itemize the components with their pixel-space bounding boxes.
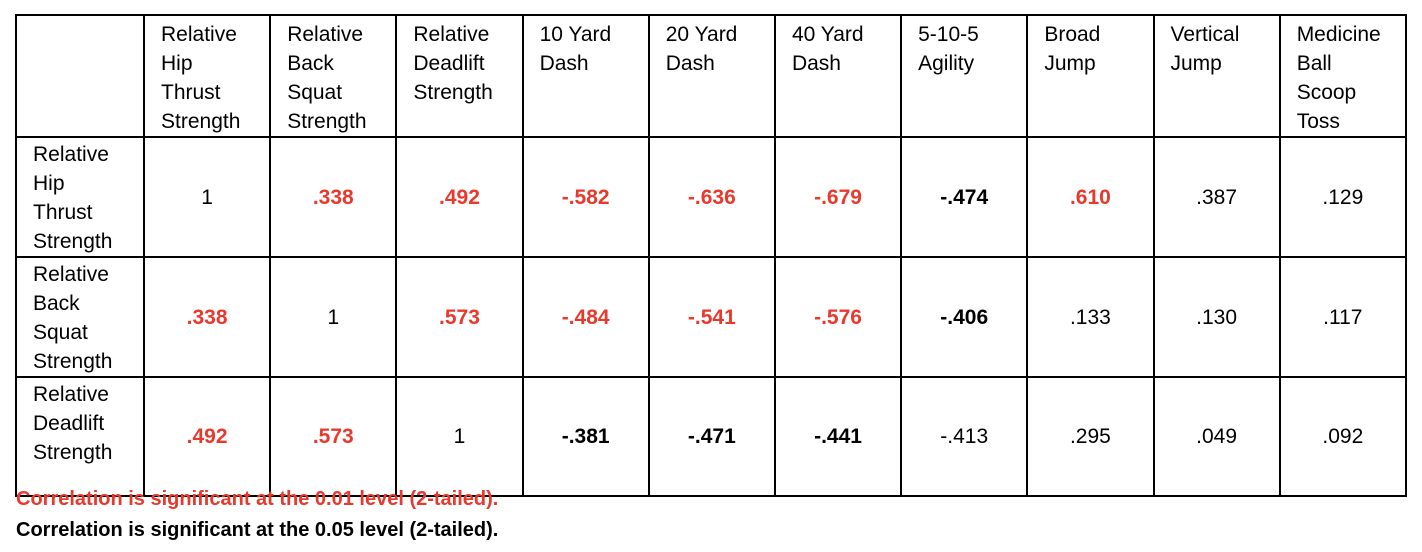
text-line: Relative <box>287 23 364 46</box>
text-line: 40 Yard <box>791 23 864 46</box>
cell: -.582 <box>521 136 650 258</box>
text-line: Deadlift <box>413 52 485 75</box>
cell: -.484 <box>521 256 650 378</box>
text-line: 10 Yard <box>539 23 612 46</box>
text-line: Dash <box>665 52 715 75</box>
cell: .092 <box>1278 376 1408 497</box>
text-line: Ball <box>1296 52 1332 75</box>
text-line: Thrust <box>33 201 93 224</box>
text-line: Dash <box>539 52 589 75</box>
text-line: Squat <box>287 81 343 104</box>
text-line: Hip <box>33 172 65 195</box>
text-line: Strength <box>413 81 493 104</box>
text-line: Relative <box>33 143 109 166</box>
cell: -.679 <box>773 136 903 258</box>
cell: .133 <box>1026 256 1155 378</box>
cell: .610 <box>1026 136 1155 258</box>
data-row: Relative Deadlift Strength .492.573 1 -.381 -.… <box>15 376 1408 497</box>
cell: .129 <box>1278 136 1408 258</box>
data-row: Relative Hip Thrust Strength 1.338.492 -.582-… <box>15 136 1408 258</box>
text-line: Squat <box>33 321 88 344</box>
text-line: 5-10-5 <box>918 23 979 46</box>
column-header: Medicine Ball Scoop Toss <box>1278 14 1408 138</box>
text-line: Scoop <box>1296 81 1357 104</box>
text-line: Hip <box>161 52 193 75</box>
cell: -.474 <box>900 136 1029 258</box>
cell: .573 <box>269 376 398 497</box>
text-line: Strength <box>33 350 113 373</box>
cell: .492 <box>395 136 524 258</box>
cell: .295 <box>1026 376 1155 497</box>
text-line: Strength <box>161 110 241 133</box>
cell: -.406 <box>900 256 1029 378</box>
text-line: Vertical <box>1170 23 1240 46</box>
column-header: Relative Deadlift Strength <box>395 14 524 138</box>
column-header: 5-10-5 Agility <box>900 14 1029 138</box>
text-line: 20 Yard <box>665 23 738 46</box>
text-line: Back <box>33 292 80 315</box>
column-header: Vertical Jump <box>1152 14 1281 138</box>
header-row: Relative Hip Thrust Strength Relative Back Squ… <box>15 14 1408 138</box>
row-label: Relative Back Squat Strength <box>15 256 145 378</box>
column-header: Relative Hip Thrust Strength <box>142 14 272 138</box>
text-line: Jump <box>1044 52 1096 75</box>
table-body: Relative Hip Thrust Strength Relative Back Squ… <box>15 14 1408 497</box>
text-line: Relative <box>33 263 109 286</box>
correlation-table: Relative Hip Thrust Strength Relative Back Squ… <box>15 14 1408 497</box>
column-header: 20 Yard Dash <box>647 14 776 138</box>
cell: -.576 <box>773 256 903 378</box>
text-line: Relative <box>161 23 237 46</box>
text-line: Medicine <box>1296 23 1381 46</box>
cell: 1 <box>142 136 272 258</box>
column-header: 10 Yard Dash <box>521 14 650 138</box>
text-line: Relative <box>33 383 109 406</box>
row-label: Relative Deadlift Strength <box>15 376 145 497</box>
column-header: 40 Yard Dash <box>773 14 903 138</box>
text-line: Strength <box>33 441 113 464</box>
cell: .049 <box>1152 376 1281 497</box>
cell: -.636 <box>647 136 776 258</box>
cell: -.471 <box>647 376 776 497</box>
text-line: Back <box>287 52 334 75</box>
text-line: Strength <box>33 230 113 253</box>
text-line: Thrust <box>161 81 221 104</box>
text-line: Toss <box>1296 110 1340 133</box>
note: Correlation is significant at the 0.05 l… <box>16 519 499 541</box>
column-header: Broad Jump <box>1026 14 1155 138</box>
text-line: Deadlift <box>33 412 105 435</box>
text-line: Agility <box>918 52 975 75</box>
cell: -.381 <box>521 376 650 497</box>
text-line: Dash <box>791 52 841 75</box>
text-line: Jump <box>1170 52 1222 75</box>
corner-cell <box>15 14 145 138</box>
cell: 1 <box>395 376 524 497</box>
cell: -.541 <box>647 256 776 378</box>
text-line: Relative <box>413 23 490 46</box>
cell: .338 <box>142 256 272 378</box>
cell: .387 <box>1152 136 1281 258</box>
cell: .130 <box>1152 256 1281 378</box>
cell: .338 <box>269 136 398 258</box>
cell: -.441 <box>773 376 903 497</box>
cell: 1 <box>269 256 398 378</box>
text-line: Broad <box>1044 23 1101 46</box>
cell: .492 <box>142 376 272 497</box>
note: Correlation is significant at the 0.01 l… <box>16 488 499 510</box>
row-label: Relative Hip Thrust Strength <box>15 136 145 258</box>
data-row: Relative Back Squat Strength .338 1.573 -.484-… <box>15 256 1408 378</box>
cell: -.413 <box>900 376 1029 497</box>
cell: .117 <box>1278 256 1408 378</box>
column-header: Relative Back Squat Strength <box>269 14 398 138</box>
text-line: Strength <box>287 110 367 133</box>
cell: .573 <box>395 256 524 378</box>
